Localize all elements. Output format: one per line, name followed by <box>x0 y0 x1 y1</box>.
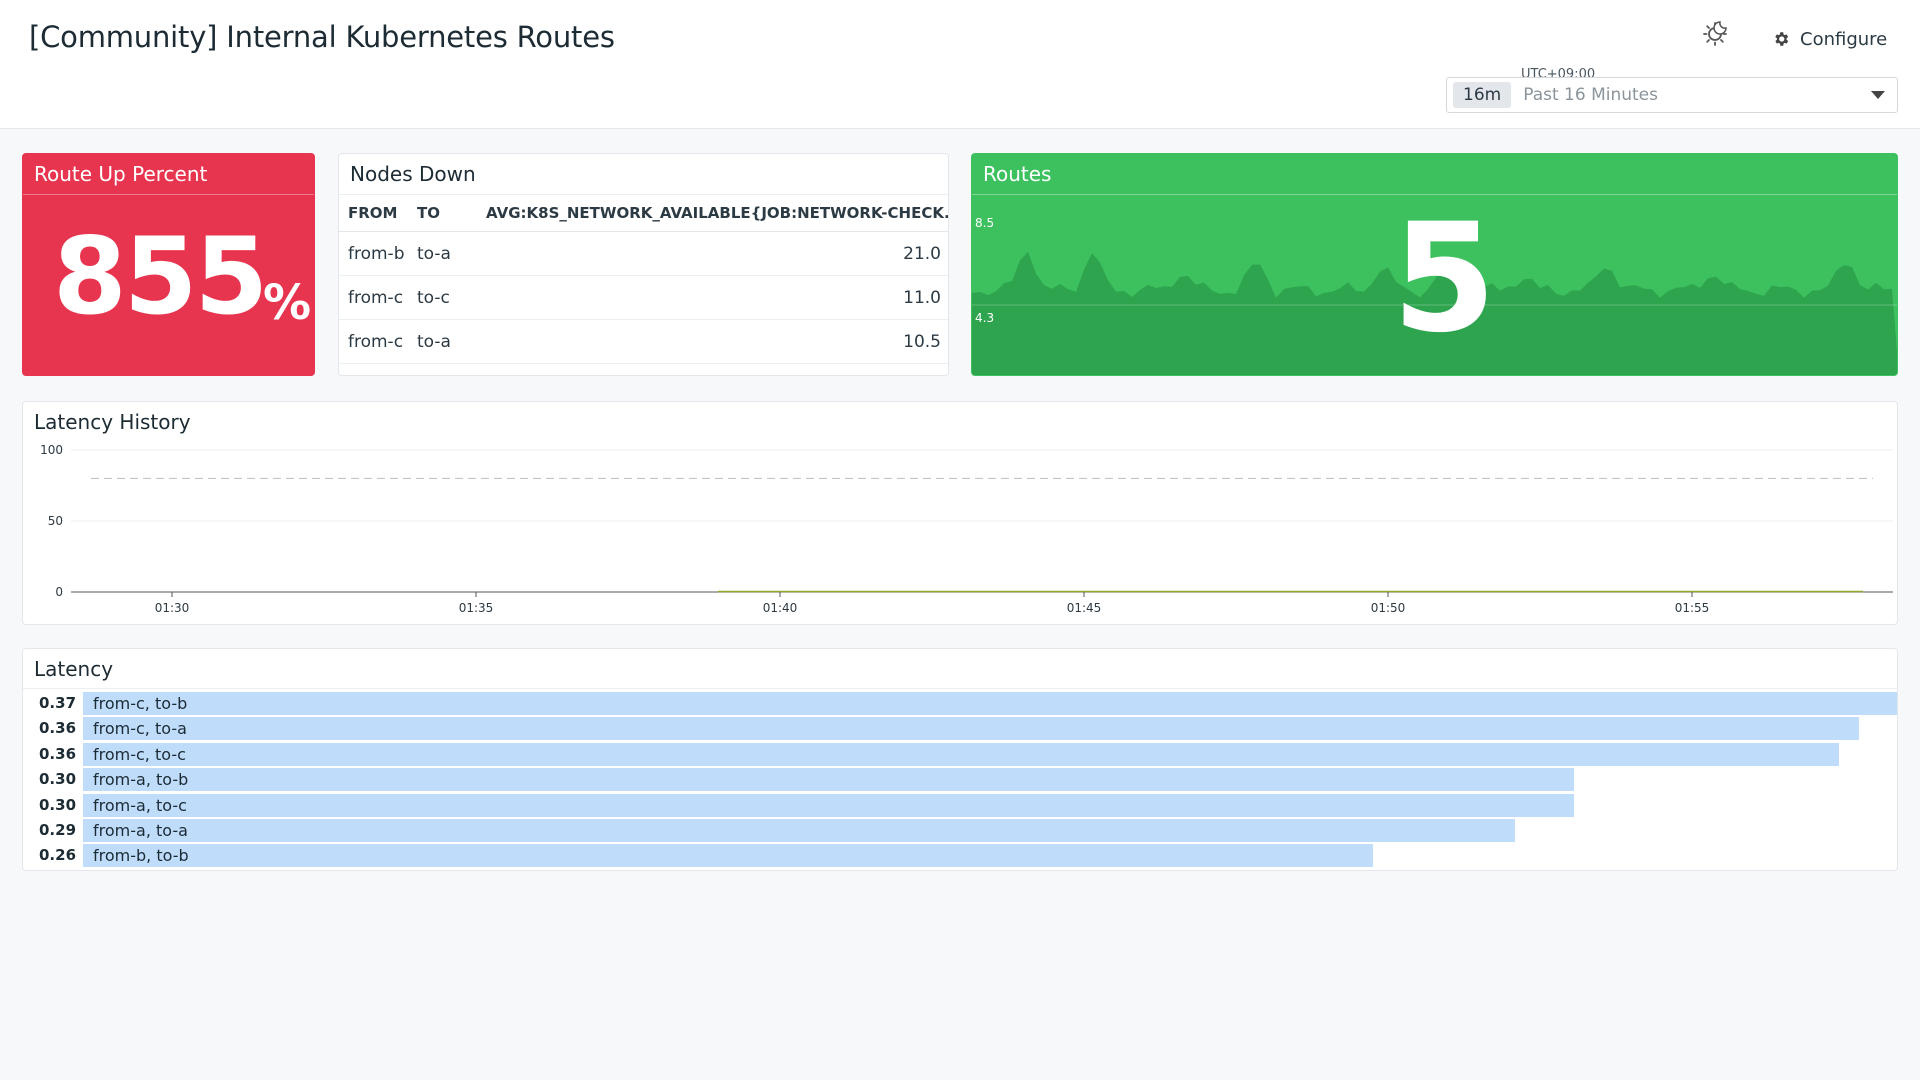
latency-bar <box>83 692 1897 715</box>
routes-sparkline <box>972 251 1897 375</box>
table-row[interactable]: from-b to-a 21.0 <box>339 232 948 276</box>
y-tick-label: 50 <box>48 514 63 528</box>
configure-label: Configure <box>1800 28 1888 50</box>
latency-bar-label: from-b, to-b <box>93 846 189 866</box>
table-row[interactable]: from-c to-a 10.5 <box>339 320 948 364</box>
x-tick-label: 01:45 <box>1067 601 1102 615</box>
latency-bar-value: 0.30 <box>39 795 77 814</box>
cell-to: to-c <box>417 287 450 308</box>
y-tick-label: 0 <box>55 585 63 599</box>
latency-bar-value: 0.26 <box>39 846 77 865</box>
theme-toggle-button[interactable] <box>1700 18 1730 48</box>
dashboard-header: [Community] Internal Kubernetes Routes C… <box>0 0 1920 129</box>
latency-bar <box>83 819 1515 842</box>
latency-history-chart[interactable]: 100 50 0 01:30 01:35 01:40 01:45 01:50 01:55 <box>23 442 1898 625</box>
cell-to: to-a <box>417 243 451 264</box>
column-header-from[interactable]: FROM <box>348 204 398 222</box>
latency-bar-value: 0.36 <box>39 719 77 738</box>
latency-bar-row[interactable]: 0.29 from-a, to-a <box>23 819 1897 842</box>
table-row[interactable]: from-c to-c 11.0 <box>339 276 948 320</box>
latency-bar-label: from-c, to-c <box>93 744 186 764</box>
widget-title: Latency <box>23 649 1897 689</box>
routes-y-mid-label: 4.3 <box>975 311 995 325</box>
routes-widget[interactable]: Routes 8.5 4.3 5 <box>971 153 1898 376</box>
latency-bar <box>83 717 1859 741</box>
latency-bar-row[interactable]: 0.26 from-b, to-b <box>23 844 1897 868</box>
table-header: FROM TO AVG:K8S_NETWORK_AVAILABLE{JOB:NE… <box>339 195 948 232</box>
y-tick-label: 100 <box>40 443 63 457</box>
latency-history-widget: Latency History 100 50 0 01:30 01:35 01:40 01:… <box>22 401 1898 625</box>
widget-title: Nodes Down <box>339 154 948 195</box>
page-title: [Community] Internal Kubernetes Routes <box>29 20 615 54</box>
cell-value: 21.0 <box>903 243 941 264</box>
route-up-value: 855 <box>53 215 268 338</box>
latency-bar-value: 0.36 <box>39 744 77 763</box>
latency-widget: Latency 0.37 from-c, to-b 0.36 from-c, to-a… <box>22 648 1898 871</box>
cell-value: 10.5 <box>903 331 941 352</box>
routes-value: 5 <box>1392 192 1497 366</box>
latency-bar-row[interactable]: 0.37 from-c, to-b <box>23 692 1897 715</box>
latency-bar-value: 0.30 <box>39 770 77 789</box>
cell-from: from-c <box>348 287 404 308</box>
latency-bar <box>83 768 1574 792</box>
time-range-picker[interactable]: 16m Past 16 Minutes <box>1446 77 1898 113</box>
route-up-unit: % <box>263 275 312 331</box>
latency-bar-row[interactable]: 0.36 from-c, to-c <box>23 742 1897 766</box>
widget-title: Latency History <box>34 410 191 434</box>
cell-from: from-c <box>348 331 404 352</box>
x-tick-label: 01:35 <box>459 601 494 615</box>
time-range-text: Past 16 Minutes <box>1523 85 1658 105</box>
latency-bar <box>83 793 1574 817</box>
column-header-value-label: AVG:K8S_NETWORK_AVAILABLE{JOB:NETWORK-CH… <box>486 204 948 222</box>
latency-bar-value: 0.37 <box>39 694 77 712</box>
theme-toggle-icon <box>1703 21 1727 46</box>
routes-y-top-label: 8.5 <box>975 216 995 230</box>
latency-bar-label: from-a, to-c <box>93 795 187 815</box>
configure-button[interactable]: Configure <box>1772 24 1887 54</box>
widget-title: Routes <box>972 154 1897 195</box>
cell-from: from-b <box>348 243 405 264</box>
latency-bar-label: from-a, to-b <box>93 770 189 790</box>
chevron-down-icon <box>1871 91 1885 99</box>
time-range-chip: 16m <box>1453 82 1512 108</box>
column-header-to[interactable]: TO <box>417 204 440 222</box>
latency-bar <box>83 742 1839 766</box>
latency-bar-label: from-a, to-a <box>93 821 188 840</box>
x-tick-label: 01:55 <box>1675 601 1710 615</box>
widget-title: Route Up Percent <box>23 154 314 195</box>
latency-bar-label: from-c, to-a <box>93 719 187 739</box>
route-up-percent-widget[interactable]: Route Up Percent 855 % <box>22 153 315 376</box>
latency-bar <box>83 844 1373 868</box>
latency-bar-label: from-c, to-b <box>93 694 188 713</box>
cell-value: 11.0 <box>903 287 941 308</box>
latency-bar-value: 0.29 <box>39 821 77 839</box>
column-header-value[interactable]: AVG:K8S_NETWORK_AVAILABLE{JOB:NETWORK-CH… <box>468 204 948 222</box>
latency-bar-row[interactable]: 0.36 from-c, to-a <box>23 717 1897 741</box>
x-tick-label: 01:40 <box>763 601 798 615</box>
routes-sparkline-area <box>972 251 1897 375</box>
gear-icon <box>1775 32 1789 46</box>
latency-bar-row[interactable]: 0.30 from-a, to-c <box>23 793 1897 817</box>
nodes-down-widget: Nodes Down FROM TO AVG:K8S_NETWORK_AVAIL… <box>338 153 949 376</box>
latency-bar-row[interactable]: 0.30 from-a, to-b <box>23 768 1897 792</box>
cell-to: to-a <box>417 331 451 352</box>
x-tick-label: 01:30 <box>155 601 190 615</box>
x-tick-label: 01:50 <box>1371 601 1406 615</box>
